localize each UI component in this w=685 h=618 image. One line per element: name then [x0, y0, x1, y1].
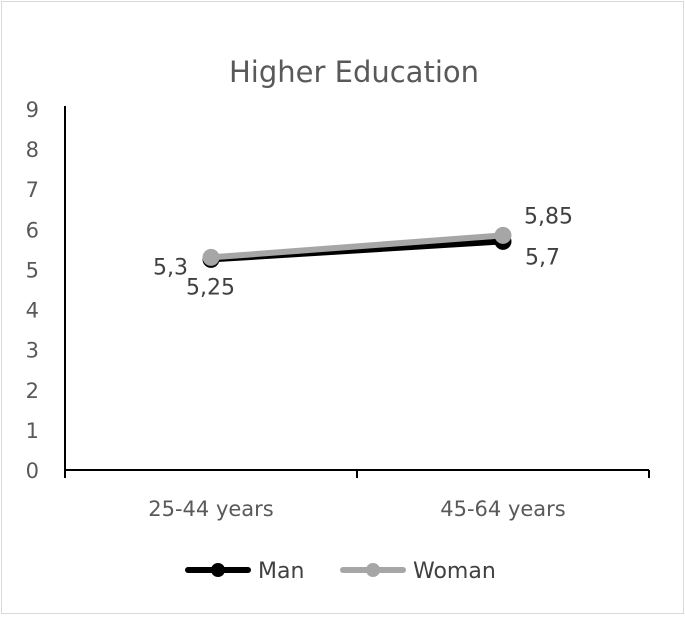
y-tick-label: 0 — [26, 459, 39, 483]
data-label: 5,3 — [153, 255, 188, 280]
data-label: 5,85 — [524, 204, 573, 229]
y-tick-label: 9 — [26, 98, 39, 122]
x-tick-label: 25-44 years — [148, 497, 274, 521]
legend-swatch-marker — [366, 563, 380, 577]
data-label: 5,25 — [186, 275, 235, 300]
data-label: 5,7 — [525, 245, 560, 270]
y-tick-label: 1 — [26, 419, 39, 443]
legend-swatch-marker — [211, 563, 225, 577]
y-tick-label: 5 — [26, 258, 39, 282]
y-tick-label: 6 — [26, 218, 39, 242]
y-axis: 0 1 2 3 4 5 6 7 8 9 — [26, 98, 66, 483]
y-tick-label: 2 — [26, 379, 39, 403]
series-layer — [202, 226, 512, 268]
legend: Man Woman — [185, 559, 496, 584]
x-tick-label: 45-64 years — [440, 497, 566, 521]
x-axis: 25-44 years 45-64 years — [64, 469, 650, 521]
legend-label: Man — [258, 559, 304, 584]
series-point-woman — [202, 248, 220, 266]
chart-title: Higher Education — [229, 55, 479, 89]
series-line-woman — [208, 232, 506, 261]
series-point-woman — [494, 226, 512, 244]
y-tick-label: 8 — [26, 138, 39, 162]
y-tick-label: 7 — [26, 178, 39, 202]
data-labels: 5,25 5,7 5,3 5,85 — [153, 204, 573, 300]
legend-label: Woman — [413, 559, 496, 584]
y-tick-label: 4 — [26, 299, 39, 323]
y-tick-label: 3 — [26, 339, 39, 363]
